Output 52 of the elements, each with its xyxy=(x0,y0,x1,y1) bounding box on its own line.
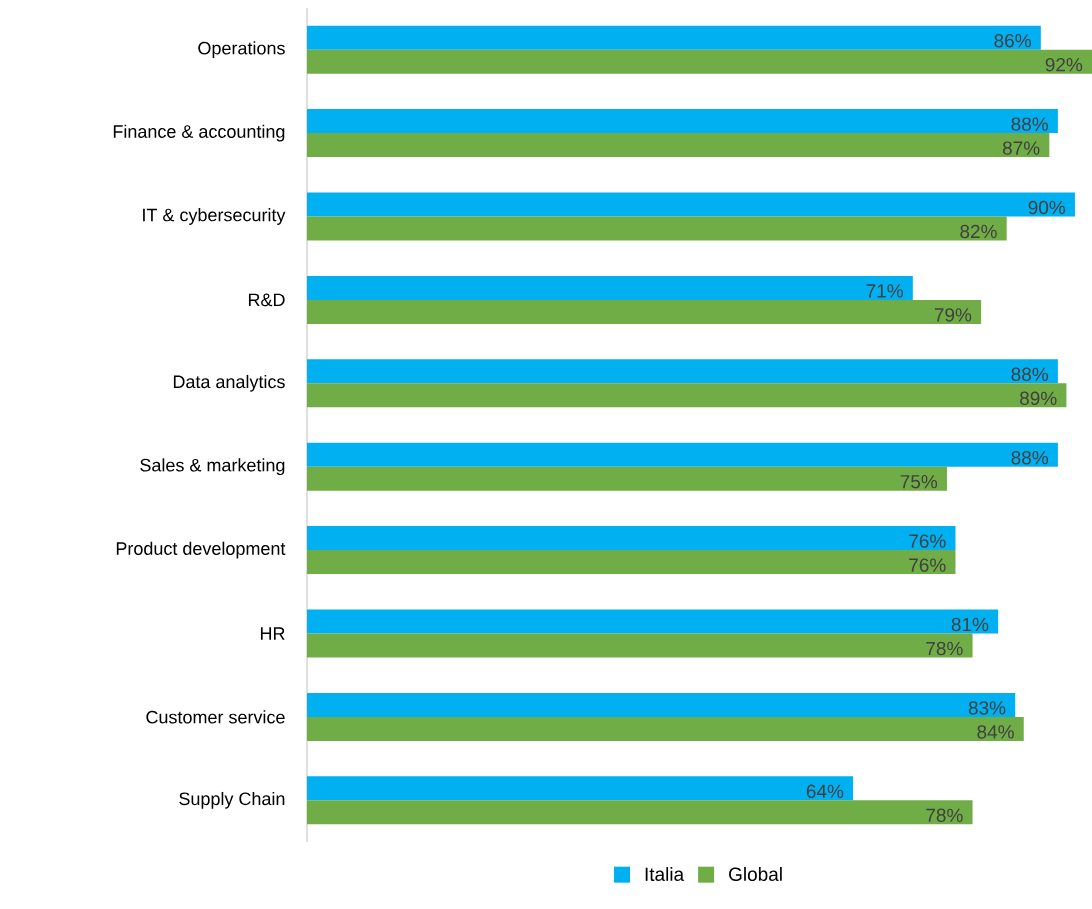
y-tick-label: Sales & marketing xyxy=(140,458,285,476)
data-label: 78% xyxy=(926,641,963,656)
data-label: 92% xyxy=(1045,57,1083,72)
y-tick-label: Data analytics xyxy=(173,374,285,392)
bar xyxy=(307,49,1092,74)
y-tick-label: Supply Chain xyxy=(179,791,285,809)
y-tick-label: Customer service xyxy=(146,710,285,724)
data-label: 83% xyxy=(968,701,1006,715)
y-tick-label: Operations xyxy=(198,41,285,59)
data-label: 76% xyxy=(909,534,946,548)
data-label: 86% xyxy=(994,33,1031,48)
y-tick-label: Product development xyxy=(116,541,286,559)
data-label: 84% xyxy=(977,725,1014,739)
bar xyxy=(307,383,1067,408)
bar xyxy=(307,442,1058,467)
bar xyxy=(307,216,1007,241)
data-label: 89% xyxy=(1020,391,1057,406)
bar xyxy=(307,299,982,324)
data-label: 88% xyxy=(1011,450,1048,465)
bar xyxy=(307,25,1041,50)
y-tick-label: R&D xyxy=(248,293,285,307)
bar xyxy=(307,526,956,551)
bar xyxy=(307,776,854,801)
data-label: 88% xyxy=(1011,367,1048,382)
bar xyxy=(307,716,1024,741)
data-label: 75% xyxy=(900,475,938,489)
data-label: 90% xyxy=(1028,200,1066,215)
data-label: 81% xyxy=(951,617,989,632)
data-label: 76% xyxy=(909,558,946,572)
data-label: 71% xyxy=(866,284,903,298)
bar xyxy=(307,692,1016,717)
data-label: 64% xyxy=(806,784,844,799)
bar xyxy=(307,133,1050,158)
bar xyxy=(307,109,1058,134)
bar xyxy=(307,550,956,575)
data-label: 88% xyxy=(1011,117,1048,131)
bar xyxy=(307,359,1058,384)
y-tick-label: HR xyxy=(260,627,285,640)
bar xyxy=(307,800,973,825)
legend-label: Global xyxy=(729,867,782,881)
data-label: 87% xyxy=(1002,141,1040,155)
bar xyxy=(307,633,973,658)
data-label: 78% xyxy=(926,808,963,823)
data-label: 79% xyxy=(934,308,972,322)
data-label: 82% xyxy=(960,224,997,239)
bar xyxy=(307,609,999,634)
y-tick-label: IT & cybersecurity xyxy=(143,208,286,225)
bar xyxy=(307,466,947,491)
y-tick-label: Finance & accounting xyxy=(113,124,285,142)
legend-label: Italia xyxy=(645,867,685,881)
bar xyxy=(307,192,1075,217)
bar xyxy=(307,275,913,300)
